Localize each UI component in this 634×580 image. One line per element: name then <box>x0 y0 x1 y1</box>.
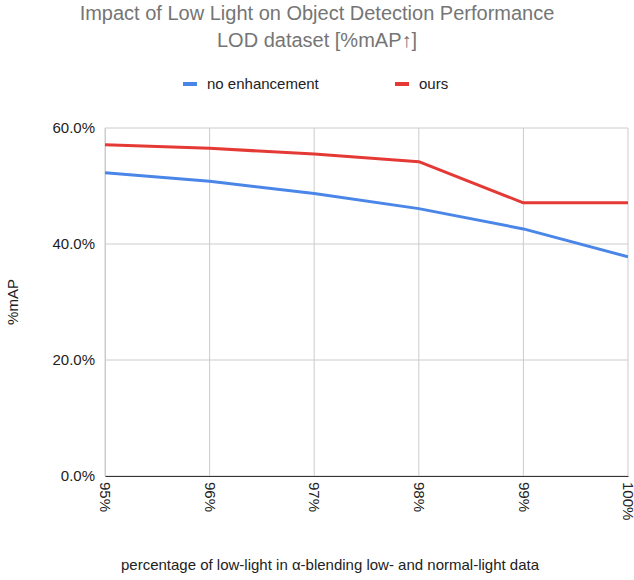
grid-line-x <box>628 128 629 476</box>
grid-line-x <box>105 128 106 476</box>
grid-line-y <box>105 128 628 129</box>
x-tick: 99% <box>516 476 533 512</box>
x-tick: 97% <box>306 476 323 512</box>
plot: 0.0% 20.0% 40.0% 60.0% 95% 96% 97% 98% 99% 100% <box>52 119 634 520</box>
lines <box>105 145 628 257</box>
x-tick-label: 99% <box>516 482 533 512</box>
chart: 0.0% 20.0% 40.0% 60.0% 95% 96% 97% 98% 99% 100% Im… <box>0 0 634 580</box>
grid-line-x <box>314 128 315 476</box>
grid-line-y <box>105 244 628 245</box>
x-tick-label: 98% <box>411 482 428 512</box>
grid-line-y <box>105 360 628 361</box>
series-line <box>105 145 628 203</box>
grid-line-x <box>418 128 419 476</box>
y-tick: 60.0% <box>52 119 105 136</box>
title: Impact of Low Light on Object Detection … <box>80 2 555 24</box>
x-tick-label: 95% <box>97 482 114 512</box>
x-axis: 95% 96% 97% 98% 99% 100% <box>97 476 634 520</box>
legend-item: no enhancement <box>183 75 320 92</box>
legend-swatch <box>183 82 197 86</box>
x-axis-line <box>106 476 629 477</box>
x-tick-label: 100% <box>620 482 634 520</box>
x-tick: 96% <box>202 476 219 512</box>
y-tick-label: 20.0% <box>52 351 95 368</box>
x-tick-label: 97% <box>306 482 323 512</box>
y-axis-title: %mAP <box>4 279 21 325</box>
x-tick-label: 96% <box>202 482 219 512</box>
series-line <box>105 173 628 257</box>
legend-swatch <box>395 82 409 86</box>
x-axis-title: percentage of low-light in α-blending lo… <box>121 556 540 573</box>
x-tick: 100% <box>620 476 634 520</box>
legend-label: ours <box>419 75 448 92</box>
legend-label: no enhancement <box>207 75 320 92</box>
y-tick: 40.0% <box>52 235 105 252</box>
y-tick: 20.0% <box>52 351 105 368</box>
grid-line-y <box>105 476 628 477</box>
y-axis-line <box>105 129 106 477</box>
grid <box>105 128 628 476</box>
legend: no enhancement ours <box>183 75 448 92</box>
grid-line-x <box>523 128 524 476</box>
y-axis: 0.0% 20.0% 40.0% 60.0% <box>52 119 105 484</box>
y-tick-label: 60.0% <box>52 119 95 136</box>
legend-item: ours <box>395 75 448 92</box>
y-tick-label: 0.0% <box>61 467 95 484</box>
title: LOD dataset [%mAP↑] <box>217 29 417 51</box>
x-tick: 98% <box>411 476 428 512</box>
x-tick: 95% <box>97 476 114 512</box>
y-tick-label: 40.0% <box>52 235 95 252</box>
